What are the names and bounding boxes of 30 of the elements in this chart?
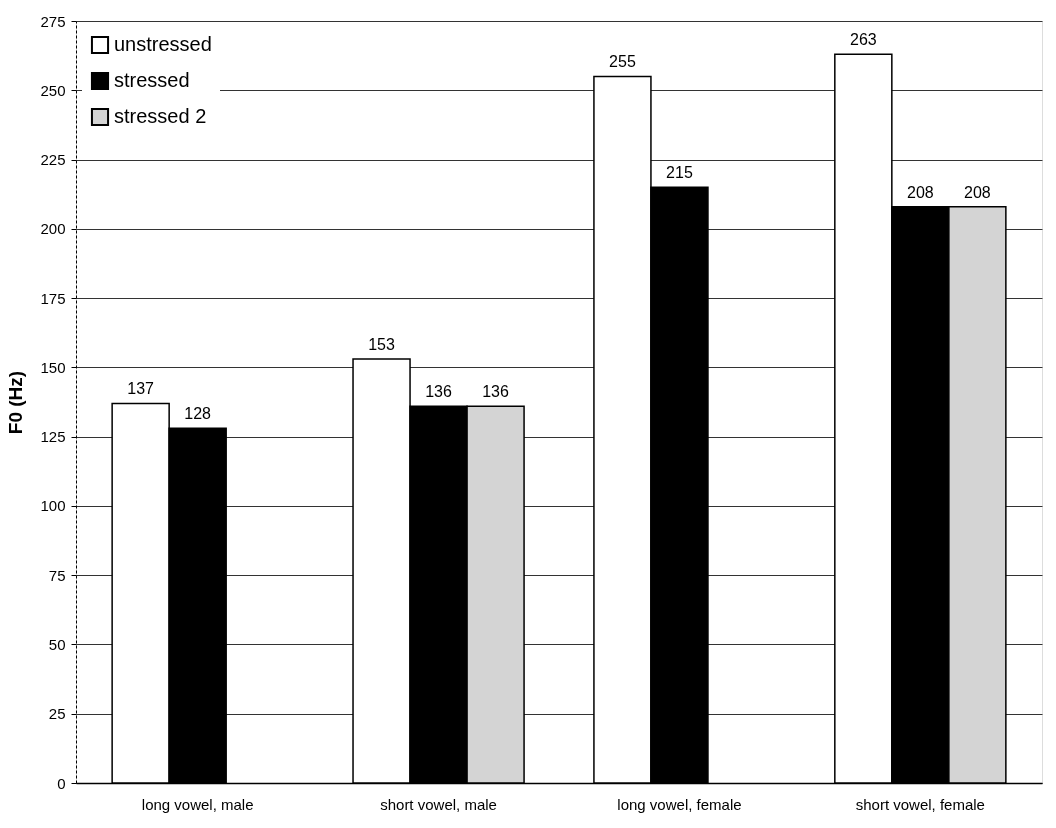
data-label: 255 bbox=[609, 53, 636, 71]
y-tick-label: 75 bbox=[48, 566, 66, 584]
x-tick-label: long vowel, female bbox=[617, 795, 742, 813]
data-label: 136 bbox=[482, 383, 510, 401]
y-tick-label: 0 bbox=[57, 774, 66, 792]
legend-label: stressed bbox=[114, 69, 190, 91]
data-label: 137 bbox=[127, 380, 155, 398]
y-tick-label: 225 bbox=[40, 151, 66, 169]
data-label: 153 bbox=[368, 336, 395, 354]
y-tick-label: 250 bbox=[40, 81, 66, 99]
y-tick-label: 50 bbox=[48, 635, 66, 653]
legend-label: stressed 2 bbox=[114, 105, 207, 127]
x-tick-label: long vowel, male bbox=[141, 795, 254, 813]
y-axis-title: F0 (Hz) bbox=[5, 370, 27, 435]
data-label: 215 bbox=[666, 164, 693, 182]
legend-label: unstressed bbox=[114, 33, 212, 55]
data-label: 208 bbox=[964, 183, 991, 201]
data-label: 208 bbox=[907, 183, 934, 201]
y-tick-label: 125 bbox=[40, 428, 66, 446]
y-tick-label: 150 bbox=[40, 358, 66, 376]
x-tick-label: short vowel, male bbox=[380, 795, 497, 813]
y-tick-label: 25 bbox=[48, 705, 66, 723]
y-tick-label: 275 bbox=[40, 12, 66, 30]
y-tick-label: 200 bbox=[40, 220, 66, 238]
data-label: 128 bbox=[184, 405, 212, 423]
y-tick-label: 175 bbox=[40, 289, 66, 307]
data-label: 263 bbox=[849, 31, 877, 49]
x-tick-label: short vowel, female bbox=[855, 795, 985, 813]
data-label: 136 bbox=[425, 383, 452, 401]
y-tick-label: 100 bbox=[40, 497, 66, 515]
